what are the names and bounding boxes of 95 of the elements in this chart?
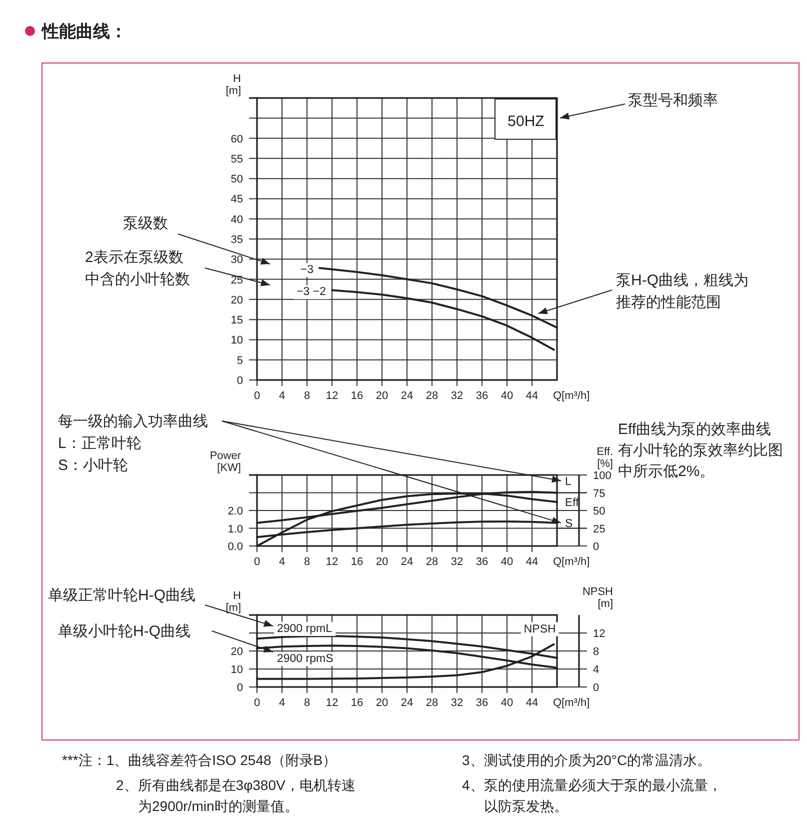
x-tick-label: 32	[450, 697, 464, 709]
legend-label: S	[565, 518, 573, 530]
x-tick-label: 20	[376, 390, 388, 402]
text: 泵级数	[123, 215, 168, 232]
y2-tick-label: 4	[593, 664, 600, 676]
y2-tick-label: 75	[593, 488, 606, 500]
y-tick-label: 55	[230, 153, 243, 166]
x-tick-label: 40	[500, 556, 514, 568]
x-tick-label: 16	[350, 556, 364, 568]
x-tick-label: 36	[476, 697, 488, 709]
text: 3、测试使用的介质为20°C的常温清水。	[462, 752, 712, 768]
y-axis-title: Power [KW]	[210, 450, 242, 474]
text: 性能曲线：	[41, 22, 127, 41]
y2-axis-title: NPSH [m]	[582, 586, 614, 610]
text: ***注：1、曲线容差符合ISO 2548（附录B）	[62, 752, 337, 768]
x-tick-label: 44	[526, 390, 538, 402]
y-tick-label: 45	[230, 194, 243, 206]
y-tick-label: 0	[236, 375, 243, 387]
y-axis-title: H [m]	[226, 590, 242, 614]
y-tick-label: 25	[230, 274, 243, 286]
x-axis-title: Q[m³/h]	[553, 390, 590, 402]
x-tick-label: 24	[400, 697, 414, 709]
y2-tick-label: 100	[593, 470, 612, 482]
x-tick-label: 24	[400, 556, 414, 568]
x-tick-label: 40	[500, 697, 514, 709]
x-tick-label: 28	[426, 697, 438, 709]
x-tick-label: 4	[278, 390, 286, 402]
legend-label: 2900 rpmS	[277, 653, 334, 665]
legend-label: L	[565, 476, 572, 488]
y-tick-label: 30	[230, 254, 243, 266]
y-tick-label: 10	[230, 664, 243, 676]
y-tick-label: 10	[230, 334, 243, 347]
y-tick-label: 40	[230, 214, 243, 226]
y-tick-label: 20	[230, 294, 243, 306]
x-tick-label: 4	[278, 697, 286, 709]
y-tick-label: 0.0	[228, 541, 243, 553]
y2-tick-label: 8	[593, 646, 600, 658]
x-tick-label: 28	[426, 556, 438, 568]
x-tick-label: 4	[278, 556, 286, 568]
x-tick-label: 16	[350, 390, 364, 402]
y-tick-label: 35	[230, 234, 243, 246]
x-tick-label: 16	[350, 697, 364, 709]
x-tick-label: 20	[376, 556, 388, 568]
legend-label: 2900 rpmL	[277, 623, 333, 635]
y-tick-label: 20	[230, 646, 243, 658]
text: S：小叶轮	[58, 457, 128, 474]
text: L：正常叶轮	[58, 435, 142, 452]
y-tick-label: 60	[230, 133, 243, 146]
x-tick-label: 28	[426, 390, 438, 402]
text: 2表示在泵级数中含的小叶轮数	[85, 249, 190, 288]
y-tick-label: 1.0	[228, 523, 243, 536]
y-axis-title: H [m]	[226, 73, 242, 97]
x-tick-label: 24	[400, 390, 414, 402]
x-tick-label: 12	[326, 556, 338, 568]
x-tick-label: 44	[526, 556, 538, 568]
annotation: 泵H-Q曲线，粗线为推荐的性能范围	[616, 272, 748, 311]
x-tick-label: 40	[500, 390, 514, 402]
x-tick-label: 36	[476, 390, 488, 402]
y-tick-label: 2.0	[228, 506, 243, 518]
series-label: NPSH	[524, 623, 556, 636]
text: 4、泵的使用流量必须大于泵的最小流量，以防泵发热。	[462, 777, 722, 814]
y2-axis-title: Eff. [%]	[596, 446, 613, 470]
series-label: −3	[300, 264, 314, 276]
text: 泵型号和频率	[628, 92, 718, 109]
x-tick-label: 0	[254, 556, 260, 568]
text: 单级小叶轮H-Q曲线	[58, 623, 190, 640]
annotation: 50HZ	[508, 113, 544, 130]
x-axis-title: Q[m³/h]	[553, 556, 590, 568]
y2-tick-label: 12	[593, 628, 606, 640]
y2-tick-label: 0	[593, 541, 600, 553]
x-tick-label: 32	[450, 390, 464, 402]
x-tick-label: 8	[304, 556, 310, 568]
y-tick-label: 15	[230, 314, 243, 327]
y-tick-label: 5	[236, 354, 243, 367]
x-tick-label: 12	[326, 390, 338, 402]
text: Eff曲线为泵的效率曲线有小叶轮的泵效率约比图中所示低2%。	[618, 421, 783, 480]
y2-tick-label: 0	[593, 682, 600, 694]
y2-tick-label: 25	[593, 523, 606, 536]
x-tick-label: 0	[254, 390, 260, 402]
y-tick-label: 50	[230, 174, 243, 186]
x-axis-title: Q[m³/h]	[553, 697, 590, 709]
x-tick-label: 36	[476, 556, 488, 568]
x-tick-label: 8	[304, 390, 310, 402]
y-tick-label: 0	[236, 682, 243, 694]
x-tick-label: 32	[450, 556, 464, 568]
text: 2、所有曲线都是在3φ380V，电机转速为2900r/min时的测量值。	[116, 777, 356, 814]
x-tick-label: 44	[526, 697, 538, 709]
series-label: −3 −2	[296, 286, 326, 298]
x-tick-label: 0	[254, 697, 260, 709]
y2-tick-label: 50	[593, 506, 606, 518]
x-tick-label: 20	[376, 697, 388, 709]
text: 每一级的输入功率曲线	[58, 413, 208, 430]
x-tick-label: 12	[326, 697, 338, 709]
text: 单级正常叶轮H-Q曲线	[48, 587, 196, 604]
x-tick-label: 8	[304, 697, 310, 709]
